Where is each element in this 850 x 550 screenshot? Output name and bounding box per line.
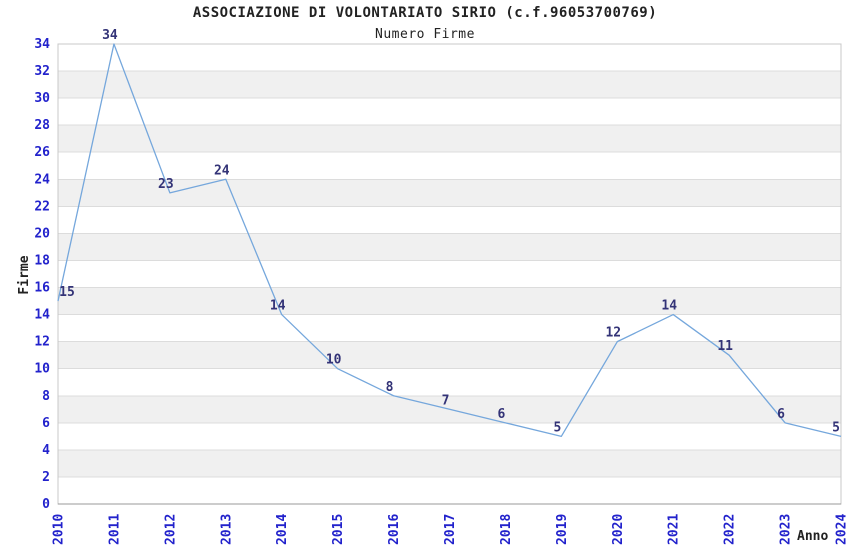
y-tick-label: 24 — [34, 172, 50, 187]
data-point-label: 5 — [553, 420, 561, 435]
data-point-label: 6 — [498, 407, 506, 422]
y-tick-label: 14 — [34, 308, 50, 323]
data-point-label: 14 — [270, 299, 286, 314]
data-point-label: 34 — [102, 28, 118, 43]
plot-band — [58, 422, 841, 450]
chart-subtitle: Numero Firme — [375, 27, 475, 42]
y-tick-label: 26 — [34, 145, 50, 160]
y-tick-label: 22 — [34, 199, 50, 214]
plot-band — [58, 125, 841, 153]
x-tick-label: 2017 — [443, 514, 458, 545]
x-tick-label: 2020 — [611, 514, 626, 545]
y-tick-label: 18 — [34, 253, 50, 268]
plot-band — [58, 71, 841, 99]
data-point-label: 14 — [661, 299, 677, 314]
y-tick-label: 34 — [34, 37, 50, 52]
x-tick-label: 2018 — [499, 514, 514, 545]
x-tick-label: 2016 — [387, 514, 402, 545]
data-point-label: 7 — [442, 393, 450, 408]
plot-band — [58, 260, 841, 288]
plot-band — [58, 206, 841, 234]
data-point-label: 23 — [158, 177, 174, 192]
y-tick-label: 12 — [34, 335, 50, 350]
plot-band — [58, 98, 841, 126]
data-point-label: 11 — [717, 339, 733, 354]
y-tick-label: 6 — [42, 416, 50, 431]
plot-band — [58, 287, 841, 315]
x-tick-label: 2011 — [107, 514, 122, 545]
data-point-label: 24 — [214, 163, 230, 178]
x-tick-label: 2012 — [163, 514, 178, 545]
y-tick-label: 10 — [34, 362, 50, 377]
data-point-label: 15 — [59, 285, 75, 300]
x-tick-label: 2014 — [275, 514, 290, 545]
y-axis-title: Firme — [17, 255, 32, 295]
data-point-label: 10 — [326, 353, 342, 368]
y-tick-label: 8 — [42, 389, 50, 404]
x-axis-title: Anno — [797, 529, 829, 544]
plot-band — [58, 314, 841, 342]
chart-title: ASSOCIAZIONE DI VOLONTARIATO SIRIO (c.f.… — [192, 5, 658, 21]
y-tick-label: 32 — [34, 64, 50, 79]
plot-band — [58, 152, 841, 180]
plot-band — [58, 368, 841, 396]
plot-band — [58, 341, 841, 369]
x-tick-label: 2022 — [723, 514, 738, 545]
series-line — [57, 43, 842, 438]
y-tick-label: 30 — [34, 91, 50, 106]
plot-band — [58, 44, 841, 72]
x-tick-label: 2021 — [667, 514, 682, 545]
x-tick-label: 2019 — [555, 514, 570, 545]
x-tick-label: 2013 — [219, 514, 234, 545]
plot-band — [58, 449, 841, 477]
plot-band — [58, 179, 841, 207]
y-tick-label: 0 — [42, 497, 50, 512]
plot-band — [58, 233, 841, 261]
x-tick-label: 2010 — [52, 514, 67, 545]
plot-band — [58, 476, 841, 504]
y-tick-label: 20 — [34, 226, 50, 241]
y-tick-label: 2 — [42, 470, 50, 485]
x-tick-label: 2015 — [331, 514, 346, 545]
y-tick-label: 4 — [42, 443, 50, 458]
data-point-label: 12 — [605, 326, 621, 341]
data-point-label: 8 — [386, 380, 394, 395]
data-point-label: 5 — [832, 420, 840, 435]
data-point-label: 6 — [777, 407, 785, 422]
x-tick-label: 2023 — [779, 514, 794, 545]
y-tick-label: 28 — [34, 118, 50, 133]
x-tick-label: 2024 — [835, 514, 850, 545]
y-tick-label: 16 — [34, 281, 50, 296]
